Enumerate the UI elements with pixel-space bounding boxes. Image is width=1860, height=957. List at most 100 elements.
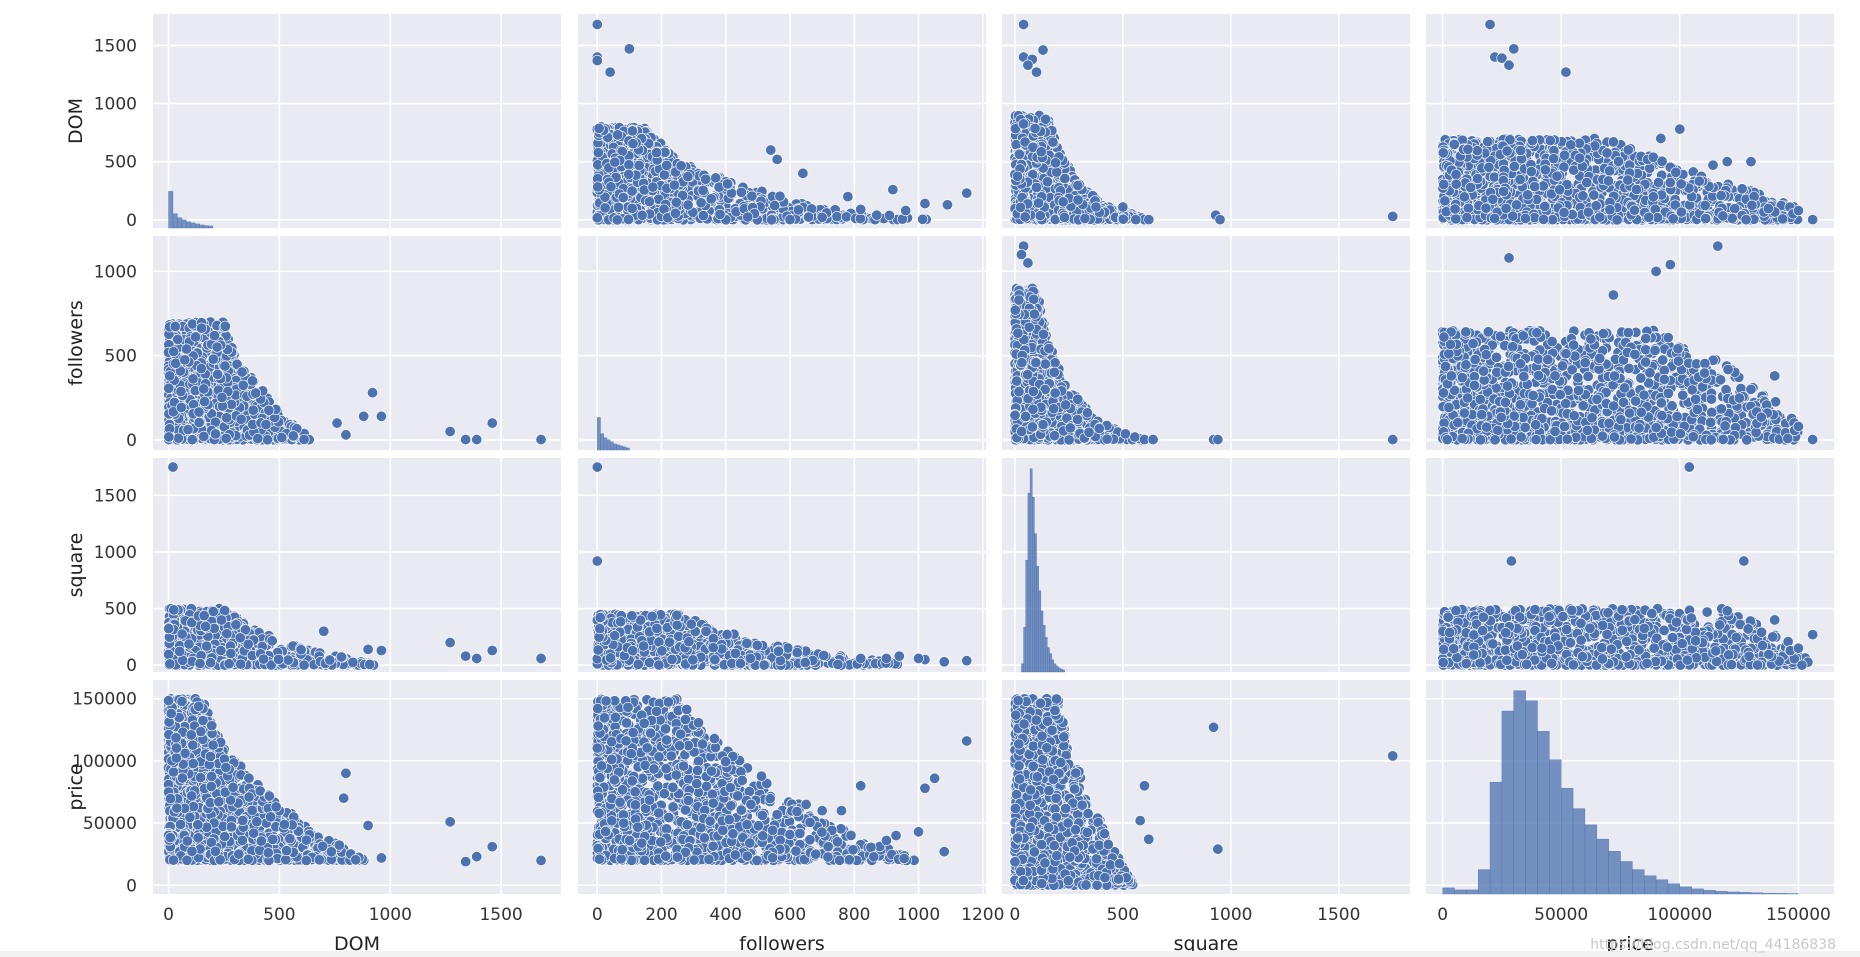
scatter-point — [626, 202, 638, 214]
scatter-point — [1090, 201, 1102, 213]
scatter-point — [1647, 191, 1659, 203]
scatter-point — [1072, 194, 1084, 206]
scatter-point — [1560, 66, 1572, 78]
scatter-point — [1721, 156, 1733, 168]
scatter-point — [1498, 185, 1510, 197]
scatter-point — [816, 211, 828, 223]
scatter-point — [208, 330, 220, 342]
scatter-point — [1214, 214, 1226, 226]
scatter-point — [172, 432, 184, 444]
scatter-point — [1058, 211, 1070, 223]
scatter-point — [1529, 181, 1541, 193]
scatter-point — [735, 186, 747, 198]
scatter-point — [358, 410, 370, 422]
scatter-point — [163, 431, 175, 443]
panel-followers-vs-square — [1002, 236, 1410, 450]
scatter-point — [1511, 199, 1523, 211]
scatter-point — [1525, 166, 1537, 178]
scatter-point — [742, 211, 754, 223]
scatter-point — [486, 417, 498, 429]
scatter-point — [262, 434, 274, 446]
scatter-point — [1019, 211, 1031, 223]
scatter-point — [1792, 205, 1804, 217]
scatter-point — [226, 398, 238, 410]
scatter-point — [1807, 214, 1819, 226]
scatter-point — [219, 360, 231, 372]
scatter-point — [535, 434, 547, 446]
scatter-point — [209, 428, 221, 440]
scatter-point — [591, 18, 603, 30]
scatter-point — [1726, 212, 1738, 224]
scatter-point — [633, 159, 645, 171]
scatter-point — [771, 153, 783, 165]
scatter-point — [623, 159, 635, 171]
scatter-point — [1622, 174, 1634, 186]
histogram-bar — [172, 213, 178, 229]
scatter-point — [1746, 199, 1758, 211]
scatter-point — [1450, 213, 1462, 225]
scatter-point — [746, 190, 758, 202]
scatter-point — [623, 168, 635, 180]
scatter-point — [1515, 144, 1527, 156]
scatter-point — [163, 382, 175, 394]
scatter-point — [668, 179, 680, 191]
scatter-point — [774, 190, 786, 202]
scatter-point — [444, 425, 456, 437]
scatter-point — [1655, 132, 1667, 144]
scatter-point — [1047, 136, 1059, 148]
scatter-point — [623, 213, 635, 225]
scatter-point — [211, 341, 223, 353]
scatter-point — [172, 333, 184, 345]
scatter-point — [1630, 184, 1642, 196]
scatter-point — [769, 200, 781, 212]
scatter-point — [263, 404, 275, 416]
scatter-point — [842, 191, 854, 203]
scatter-point — [1762, 203, 1774, 215]
scatter-point — [1462, 202, 1474, 214]
scatter-point — [375, 410, 387, 422]
scatter-point — [1450, 178, 1462, 190]
scatter-point — [643, 196, 655, 208]
panel-DOM-vs-square — [1002, 14, 1410, 228]
scatter-point — [1022, 59, 1034, 71]
scatter-point — [658, 169, 670, 181]
scatter-point — [1674, 123, 1686, 135]
scatter-point — [855, 203, 867, 215]
scatter-point — [175, 401, 187, 413]
scatter-point — [647, 181, 659, 193]
scatter-point — [1675, 178, 1687, 190]
scatter-point — [1588, 189, 1600, 201]
scatter-point — [700, 173, 712, 185]
scatter-point — [1031, 66, 1043, 78]
panel-DOM-vs-price — [1426, 14, 1834, 228]
scatter-point — [1628, 204, 1640, 216]
scatter-point — [1577, 190, 1589, 202]
scatter-point — [675, 160, 687, 172]
scatter-point — [235, 413, 247, 425]
scatter-point — [1590, 200, 1602, 212]
scatter-point — [252, 433, 264, 445]
scatter-point — [331, 417, 343, 429]
scatter-point — [1539, 200, 1551, 212]
scatter-point — [1450, 169, 1462, 181]
scatter-point — [636, 209, 648, 221]
scatter-point — [605, 181, 617, 193]
scatter-point — [1777, 213, 1789, 225]
scatter-point — [792, 204, 804, 216]
scatter-point — [198, 430, 210, 442]
scatter-point — [695, 197, 707, 209]
scatter-point — [682, 171, 694, 183]
scatter-point — [1448, 138, 1460, 150]
scatter-point — [198, 396, 210, 408]
scatter-point — [1041, 176, 1053, 188]
scatter-point — [1601, 147, 1613, 159]
scatter-point — [1526, 135, 1538, 147]
scatter-point — [714, 208, 726, 220]
scatter-point — [1018, 118, 1030, 130]
scatter-point — [1072, 179, 1084, 191]
scatter-point — [1489, 212, 1501, 224]
scatter-point — [697, 210, 709, 222]
scatter-point — [221, 412, 233, 424]
scatter-point — [1670, 166, 1682, 178]
